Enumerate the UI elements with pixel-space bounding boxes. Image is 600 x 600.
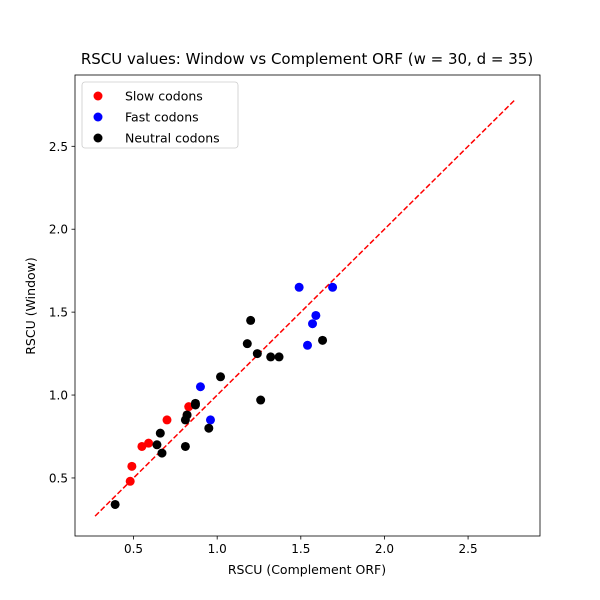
legend-marker	[93, 91, 103, 101]
data-point	[190, 398, 200, 408]
data-point	[242, 339, 252, 349]
legend-box	[81, 81, 239, 149]
plot-area	[94, 99, 516, 517]
x-tick-label: 2.5	[459, 542, 478, 556]
data-point	[274, 352, 284, 362]
data-point	[110, 499, 120, 509]
data-point	[144, 438, 154, 448]
x-tick-label: 0.5	[124, 542, 143, 556]
data-point	[125, 476, 135, 486]
x-tick-label: 1.5	[291, 542, 310, 556]
data-point	[152, 440, 162, 450]
y-tick-label: 2.0	[49, 223, 68, 237]
x-axis-label: RSCU (Complement ORF)	[228, 562, 386, 577]
reference-line	[94, 99, 516, 517]
data-point	[308, 319, 318, 329]
data-point	[256, 395, 266, 405]
data-point	[318, 335, 328, 345]
y-axis-label: RSCU (Window)	[23, 257, 38, 355]
legend-entry-label: Fast codons	[125, 110, 199, 125]
data-point	[266, 352, 276, 362]
data-point	[157, 448, 167, 458]
data-point	[246, 315, 256, 325]
data-point	[311, 310, 321, 320]
legend-marker	[93, 112, 103, 122]
data-point	[182, 410, 192, 420]
data-point	[205, 415, 215, 425]
legend: Slow codons Fast codons Neutral codons	[81, 81, 239, 149]
y-tick-label: 0.5	[49, 471, 68, 485]
data-point	[303, 340, 312, 350]
y-tick-label: 2.5	[49, 140, 68, 154]
data-point	[195, 382, 205, 392]
legend-marker	[93, 133, 103, 143]
y-tick-label: 1.0	[49, 389, 68, 403]
data-point	[252, 349, 262, 359]
y-tick-label: 1.5	[49, 306, 68, 320]
data-point	[216, 372, 226, 382]
data-point	[328, 282, 338, 292]
data-point	[204, 423, 214, 433]
data-point	[162, 415, 172, 425]
data-point	[155, 428, 165, 438]
data-point	[294, 282, 304, 292]
legend-entry-label: Slow codons	[125, 89, 203, 104]
x-tick-label: 2.0	[375, 542, 394, 556]
chart-title: RSCU values: Window vs Complement ORF (w…	[81, 50, 533, 68]
axes: 0.5 1.0 1.5 2.0 2.5 0.5 1.0 1.5 2.0 2.5	[49, 74, 541, 556]
data-point	[137, 441, 147, 451]
data-point	[127, 461, 137, 471]
x-tick-label: 1.0	[208, 542, 227, 556]
axes-frame	[74, 74, 541, 537]
legend-entry-label: Neutral codons	[125, 131, 220, 146]
data-point	[180, 441, 190, 451]
